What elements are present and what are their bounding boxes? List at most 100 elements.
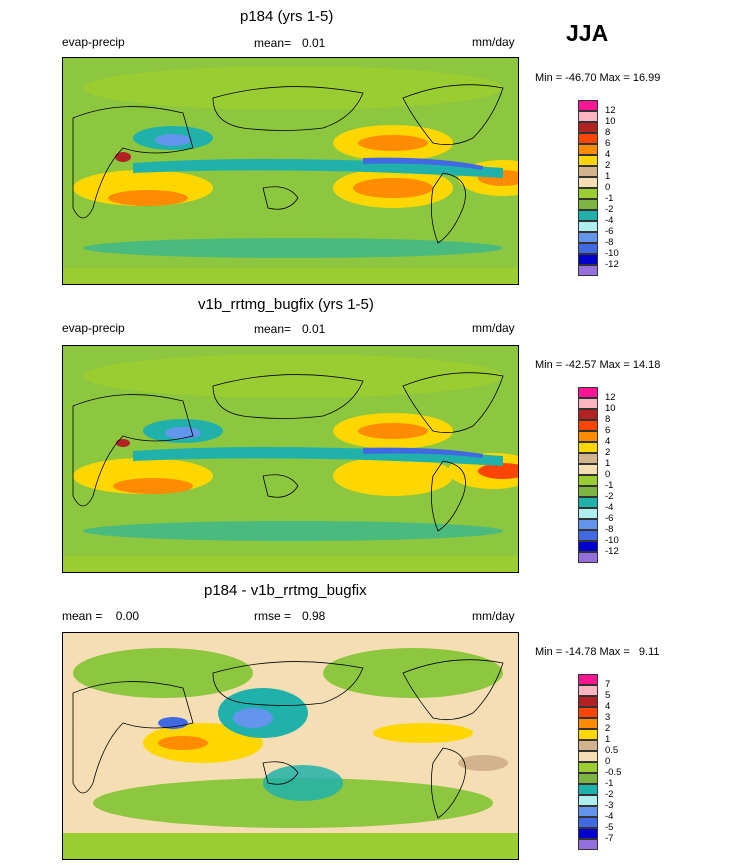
- legend-label: 0.5: [605, 745, 619, 756]
- legend-swatch: [578, 210, 598, 221]
- legend-swatch: [578, 486, 598, 497]
- panel2-title: v1b_rrtmg_bugfix (yrs 1-5): [198, 296, 374, 313]
- panel3-rmse-value: 0.98: [302, 609, 326, 623]
- legend-swatch: [578, 431, 598, 442]
- legend-label: -1: [605, 778, 614, 789]
- legend-label: 4: [605, 149, 611, 160]
- legend-swatch: [578, 398, 598, 409]
- panel1-map: [62, 57, 519, 285]
- legend-swatch: [578, 111, 598, 122]
- legend-label: 12: [605, 105, 616, 116]
- legend-label: 10: [605, 116, 616, 127]
- legend-label: -8: [605, 237, 614, 248]
- legend-swatch: [578, 122, 598, 133]
- legend-swatch: [578, 839, 598, 850]
- legend-label: 1: [605, 458, 611, 469]
- legend-label: -0.5: [605, 767, 622, 778]
- legend-swatch: [578, 718, 598, 729]
- legend-label: -1: [605, 193, 614, 204]
- legend-swatch: [578, 740, 598, 751]
- legend-label: 6: [605, 138, 611, 149]
- legend-swatch: [578, 155, 598, 166]
- panel2-units: mm/day: [472, 321, 515, 335]
- legend-swatch: [578, 188, 598, 199]
- legend-label: -4: [605, 502, 614, 513]
- panel2-mean-value: 0.01: [302, 322, 326, 336]
- legend-label: -2: [605, 491, 614, 502]
- panel1-mean-label: mean=: [254, 36, 292, 50]
- legend-label: 5: [605, 690, 611, 701]
- legend-label: -5: [605, 822, 614, 833]
- legend-label: 2: [605, 723, 611, 734]
- legend-label: -12: [605, 259, 619, 270]
- legend-swatch: [578, 442, 598, 453]
- legend-label: -7: [605, 833, 614, 844]
- legend-swatch: [578, 541, 598, 552]
- panel1-units: mm/day: [472, 35, 515, 49]
- legend-swatch: [578, 773, 598, 784]
- legend-label: -10: [605, 248, 619, 259]
- legend-swatch: [578, 387, 598, 398]
- legend-label: -6: [605, 226, 614, 237]
- legend-swatch: [578, 475, 598, 486]
- panel2-map: [62, 345, 519, 573]
- panel3-minmax: Min = -14.78 Max = 9.11: [535, 646, 660, 658]
- legend-swatch: [578, 232, 598, 243]
- panel3-mean: mean = 0.00: [62, 609, 140, 623]
- legend-label: -10: [605, 535, 619, 546]
- panel1-minmax: Min = -46.70 Max = 16.99: [535, 72, 661, 84]
- panel3-map: [62, 632, 519, 860]
- legend-label: 7: [605, 679, 611, 690]
- legend-swatch: [578, 795, 598, 806]
- legend-swatch: [578, 817, 598, 828]
- legend-swatch: [578, 762, 598, 773]
- legend-label: 4: [605, 701, 611, 712]
- panel2-minmax: Min = -42.57 Max = 14.18: [535, 359, 661, 371]
- legend-label: -12: [605, 546, 619, 557]
- legend-swatch: [578, 707, 598, 718]
- legend-swatch: [578, 497, 598, 508]
- legend-swatch: [578, 552, 598, 563]
- legend-label: 8: [605, 127, 611, 138]
- panel3-units: mm/day: [472, 609, 515, 623]
- legend-swatch: [578, 806, 598, 817]
- legend-swatch: [578, 166, 598, 177]
- legend-swatch: [578, 696, 598, 707]
- panel2-variable: evap-precip: [62, 321, 125, 335]
- legend-swatch: [578, 243, 598, 254]
- legend-swatch: [578, 177, 598, 188]
- legend-label: -2: [605, 204, 614, 215]
- legend-swatch: [578, 420, 598, 431]
- panel1-variable: evap-precip: [62, 35, 125, 49]
- legend-label: 8: [605, 414, 611, 425]
- legend-label: -4: [605, 811, 614, 822]
- legend-swatch: [578, 453, 598, 464]
- legend-label: 3: [605, 712, 611, 723]
- panel1-title: p184 (yrs 1-5): [240, 8, 334, 25]
- legend-swatch: [578, 133, 598, 144]
- legend-swatch: [578, 828, 598, 839]
- panel2-mean-label: mean=: [254, 322, 292, 336]
- legend-label: -8: [605, 524, 614, 535]
- legend-label: 4: [605, 436, 611, 447]
- legend-swatch: [578, 100, 598, 111]
- legend-label: 10: [605, 403, 616, 414]
- legend-swatch: [578, 464, 598, 475]
- legend-swatch: [578, 685, 598, 696]
- panel1-mean-value: 0.01: [302, 36, 326, 50]
- legend-swatch: [578, 674, 598, 685]
- legend-swatch: [578, 265, 598, 276]
- legend-swatch: [578, 221, 598, 232]
- legend-label: 1: [605, 734, 611, 745]
- legend-swatch: [578, 729, 598, 740]
- legend-label: 0: [605, 469, 611, 480]
- legend-label: -1: [605, 480, 614, 491]
- legend-label: 6: [605, 425, 611, 436]
- panel3-rmse-label: rmse =: [254, 609, 292, 623]
- legend-label: 2: [605, 447, 611, 458]
- panel3-title: p184 - v1b_rrtmg_bugfix: [204, 582, 367, 599]
- legend-swatch: [578, 519, 598, 530]
- legend-label: -2: [605, 789, 614, 800]
- legend-swatch: [578, 409, 598, 420]
- legend-swatch: [578, 784, 598, 795]
